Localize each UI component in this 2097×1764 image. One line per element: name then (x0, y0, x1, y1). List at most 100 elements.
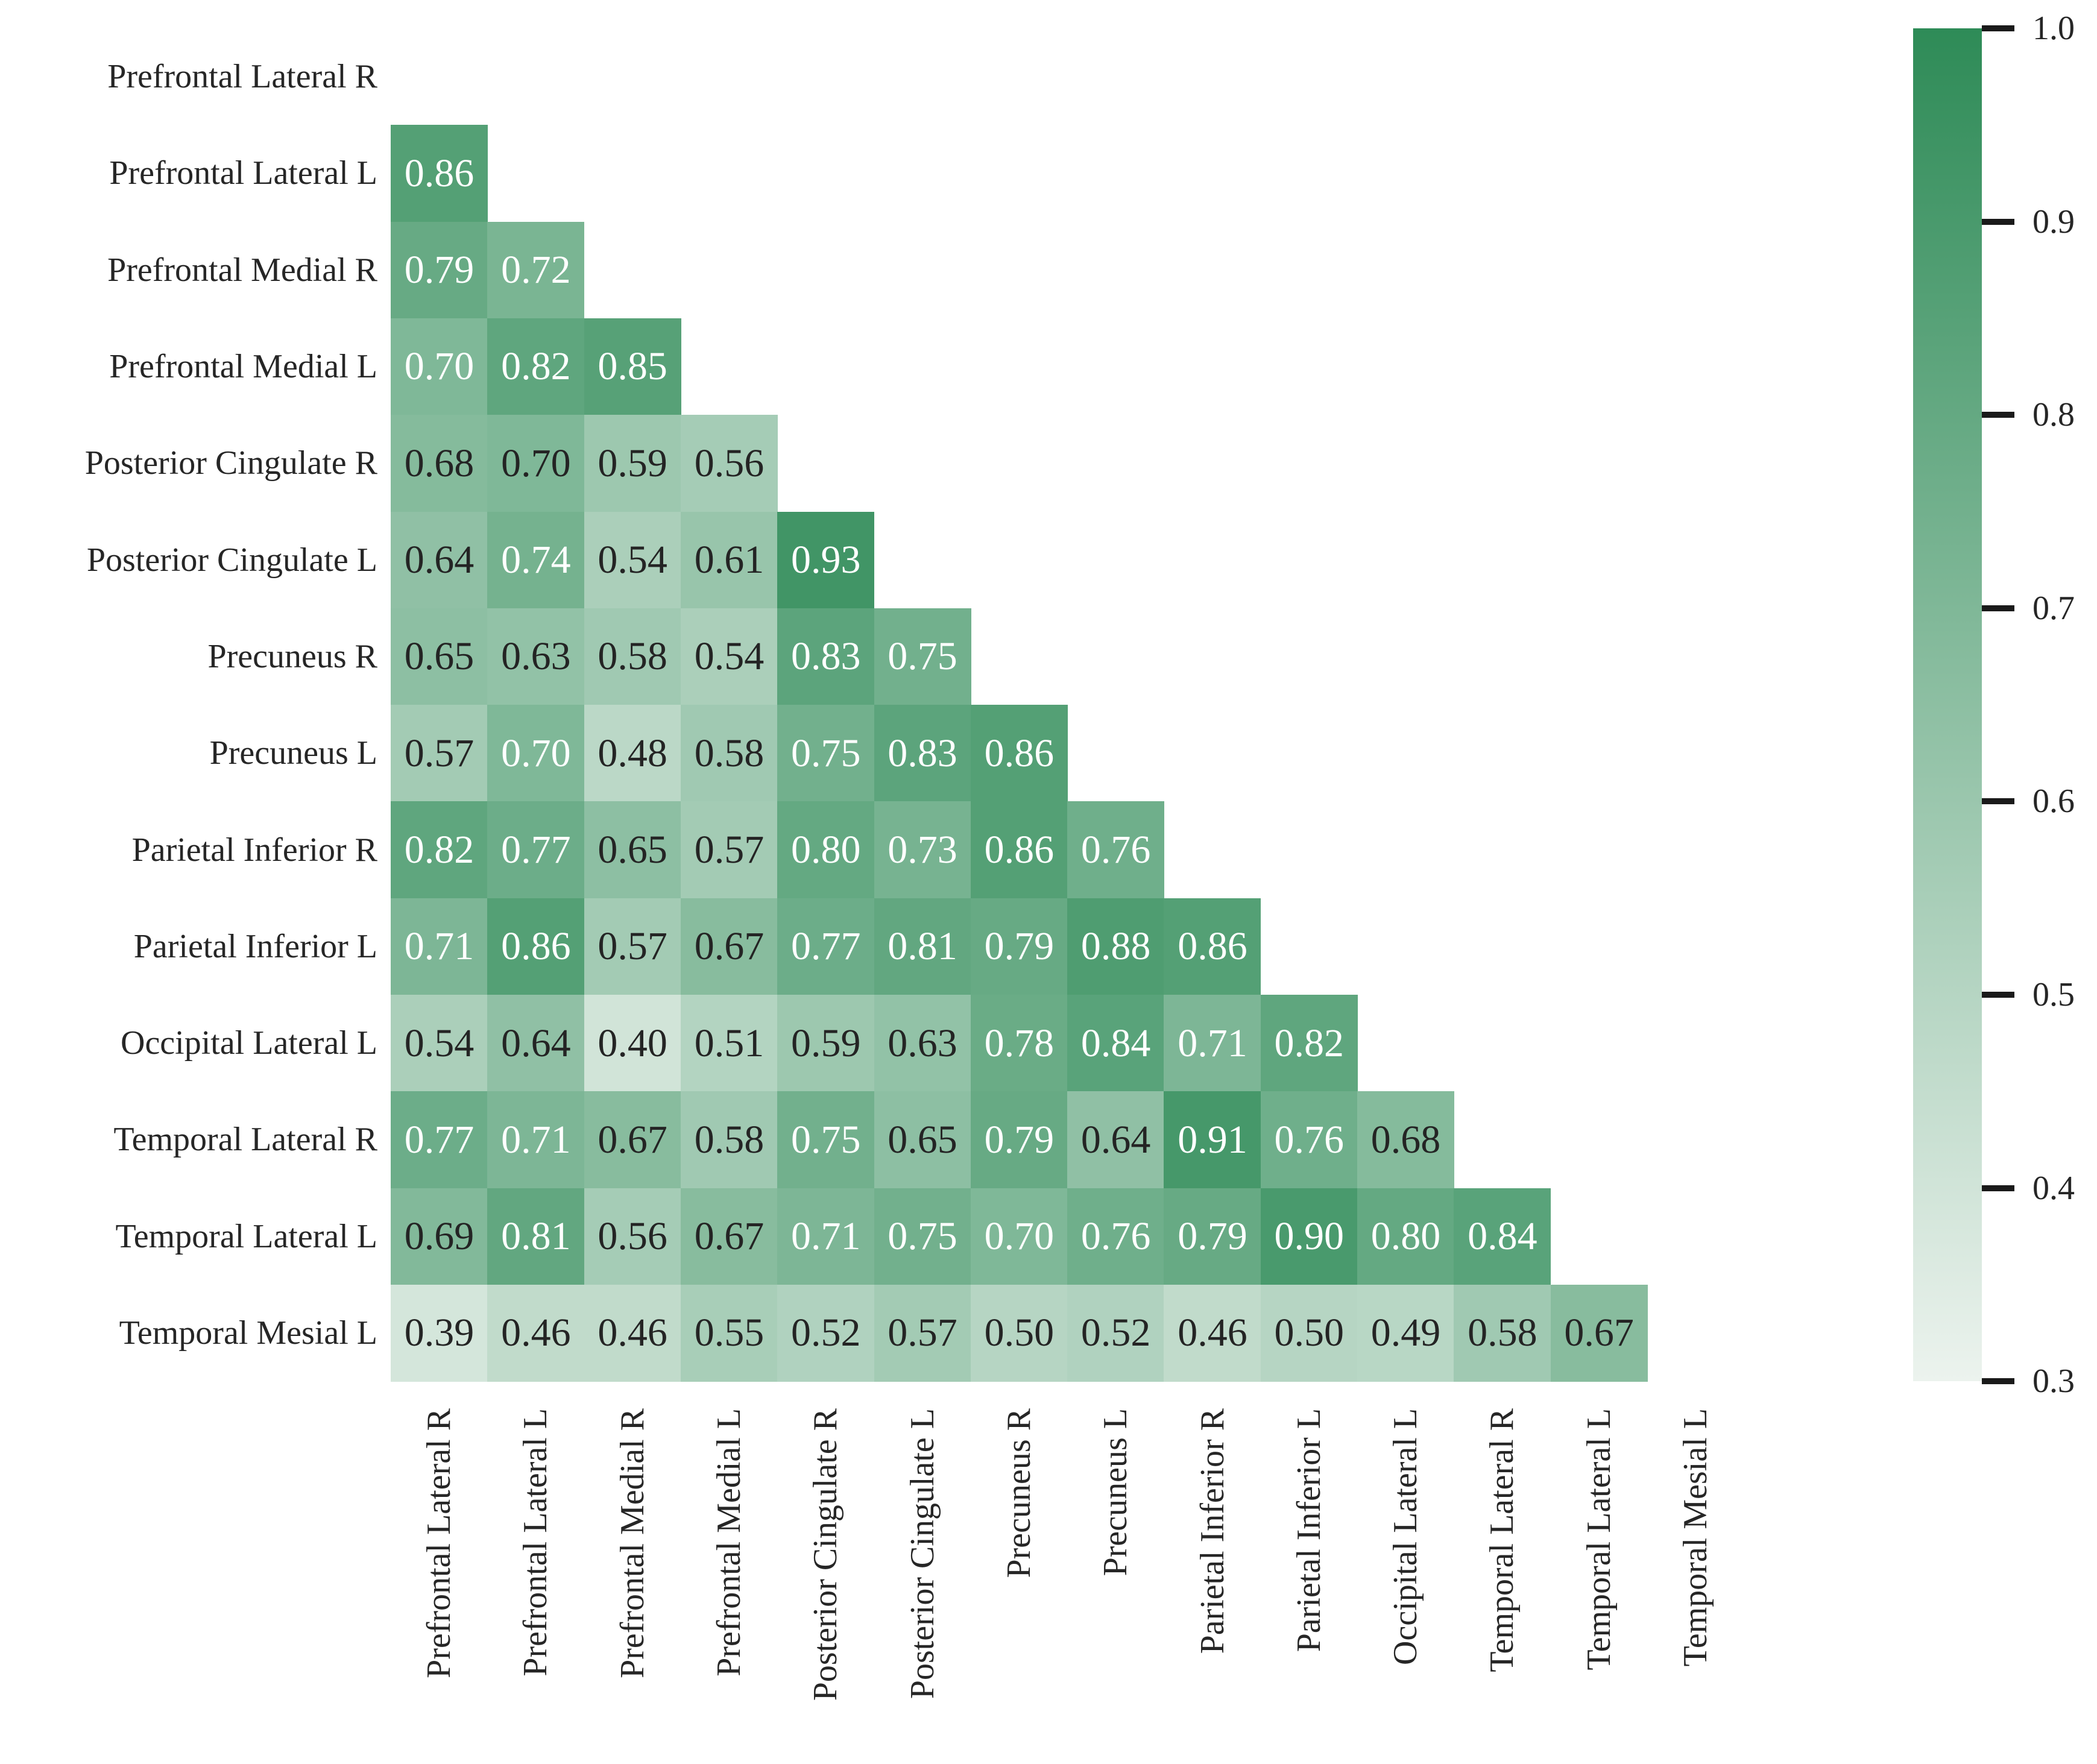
heatmap-cell: 0.77 (487, 801, 585, 899)
cell-value: 0.63 (501, 634, 571, 679)
heatmap-cell: 0.51 (680, 995, 778, 1092)
heatmap-cell: 0.81 (487, 1188, 585, 1285)
colorbar-tick (1982, 798, 2014, 805)
cell-value: 0.58 (598, 634, 667, 679)
heatmap-cell: 0.71 (391, 898, 488, 995)
cell-value: 0.65 (404, 634, 475, 679)
cell-value: 0.65 (888, 1117, 957, 1162)
cell-value: 0.75 (790, 1117, 861, 1162)
heatmap-cell: 0.81 (874, 898, 971, 995)
cell-value: 0.82 (404, 827, 475, 872)
heatmap-cell: 0.65 (584, 801, 681, 899)
heatmap-cell: 0.79 (1164, 1188, 1261, 1285)
heatmap-cell: 0.71 (487, 1091, 585, 1189)
cell-value: 0.73 (888, 827, 957, 872)
heatmap-cell: 0.85 (584, 318, 681, 415)
cell-value: 0.64 (501, 1021, 571, 1065)
cell-value: 0.86 (984, 827, 1055, 872)
colorbar-tick (1982, 218, 2014, 225)
heatmap-cell: 0.54 (680, 608, 778, 705)
cell-value: 0.46 (598, 1311, 667, 1355)
cell-value: 0.67 (694, 1214, 765, 1259)
cell-value: 0.52 (1080, 1311, 1151, 1355)
cell-value: 0.70 (404, 344, 475, 389)
cell-value: 0.46 (501, 1311, 571, 1355)
heatmap-cell: 0.77 (777, 898, 875, 995)
cell-value: 0.49 (1370, 1311, 1441, 1355)
heatmap-cell: 0.57 (391, 705, 488, 802)
heatmap-cell: 0.57 (584, 898, 681, 995)
cell-value: 0.56 (694, 441, 765, 485)
cell-value: 0.79 (404, 248, 475, 292)
heatmap-cell: 0.74 (487, 511, 585, 609)
cell-value: 0.50 (1274, 1311, 1344, 1355)
cell-value: 0.63 (888, 1021, 957, 1065)
col-label: Prefrontal Lateral L (517, 1408, 555, 1677)
row-label: Posterior Cingulate R (84, 444, 377, 482)
row-label: Temporal Mesial L (119, 1314, 377, 1352)
row-label: Prefrontal Lateral L (109, 154, 377, 192)
heatmap-cell: 0.86 (970, 801, 1068, 899)
cell-value: 0.93 (790, 538, 861, 582)
heatmap-cell: 0.71 (1164, 995, 1261, 1092)
heatmap-cell: 0.75 (874, 608, 971, 705)
heatmap-cell: 0.68 (1357, 1091, 1455, 1189)
cell-value: 0.48 (598, 731, 667, 775)
heatmap-cell: 0.64 (1067, 1091, 1165, 1189)
heatmap-cell: 0.79 (970, 898, 1068, 995)
row-label: Precuneus L (209, 734, 377, 772)
colorbar-tick (1982, 1185, 2014, 1191)
row-label: Temporal Lateral R (113, 1121, 377, 1159)
heatmap-cell: 0.61 (680, 511, 778, 609)
cell-value: 0.82 (501, 344, 571, 389)
col-label: Parietal Inferior L (1290, 1408, 1328, 1652)
cell-value: 0.80 (790, 827, 861, 872)
cell-value: 0.78 (984, 1021, 1055, 1065)
heatmap-cell: 0.59 (777, 995, 875, 1092)
cell-value: 0.58 (694, 731, 765, 775)
cell-value: 0.75 (888, 1214, 957, 1259)
colorbar-tick (1982, 25, 2014, 31)
heatmap-cell: 0.72 (487, 221, 585, 319)
cell-value: 0.91 (1178, 1117, 1247, 1162)
heatmap-cell: 0.86 (391, 125, 488, 222)
heatmap-cell: 0.93 (777, 511, 875, 609)
heatmap-cell: 0.67 (680, 898, 778, 995)
cell-value: 0.70 (501, 441, 571, 485)
heatmap-cell: 0.86 (487, 898, 585, 995)
cell-value: 0.51 (694, 1021, 765, 1065)
cell-value: 0.65 (598, 827, 667, 872)
cell-value: 0.80 (1370, 1214, 1441, 1259)
heatmap-cell: 0.63 (874, 995, 971, 1092)
cell-value: 0.54 (598, 538, 667, 582)
heatmap-cell: 0.65 (874, 1091, 971, 1189)
cell-value: 0.79 (1178, 1214, 1247, 1259)
heatmap-cell: 0.52 (1067, 1284, 1165, 1382)
colorbar-tick-label: 0.3 (2032, 1362, 2075, 1400)
cell-value: 0.79 (984, 924, 1055, 969)
cell-value: 0.86 (501, 924, 571, 969)
col-label: Prefrontal Medial R (613, 1408, 651, 1678)
heatmap-cell: 0.80 (777, 801, 875, 899)
cell-value: 0.59 (790, 1021, 861, 1065)
colorbar-tick-label: 0.5 (2032, 976, 2075, 1013)
col-label: Posterior Cingulate L (903, 1408, 941, 1699)
col-label: Precuneus L (1097, 1408, 1135, 1577)
heatmap-cell: 0.48 (584, 705, 681, 802)
cell-value: 0.57 (888, 1311, 957, 1355)
cell-value: 0.61 (694, 538, 765, 582)
row-label: Prefrontal Medial R (107, 251, 377, 289)
colorbar-tick (1982, 1378, 2014, 1385)
heatmap-cell: 0.68 (391, 415, 488, 512)
cell-value: 0.55 (694, 1311, 765, 1355)
heatmap-cell: 0.52 (777, 1284, 875, 1382)
cell-value: 0.71 (501, 1117, 571, 1162)
heatmap-cell: 0.82 (487, 318, 585, 415)
cell-value: 0.57 (598, 924, 667, 969)
col-label: Parietal Inferior R (1193, 1408, 1231, 1654)
cell-value: 0.81 (501, 1214, 571, 1259)
cell-value: 0.85 (598, 344, 667, 389)
col-label: Temporal Lateral L (1580, 1408, 1618, 1671)
heatmap-cell: 0.59 (584, 415, 681, 512)
